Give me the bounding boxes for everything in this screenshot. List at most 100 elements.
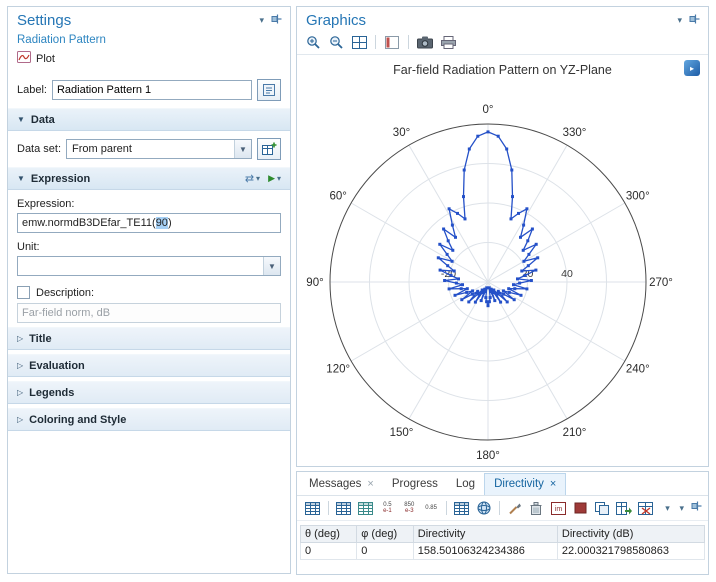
- image-table-icon[interactable]: im: [548, 499, 568, 517]
- svg-text:270°: 270°: [649, 277, 673, 289]
- full-precision-icon[interactable]: [334, 499, 354, 517]
- svg-text:300°: 300°: [626, 191, 650, 203]
- section-title: Legends: [29, 386, 75, 399]
- tab-progress[interactable]: Progress: [383, 473, 447, 495]
- zoom-extents-icon[interactable]: [349, 33, 369, 51]
- export-table-icon[interactable]: [614, 499, 634, 517]
- svg-text:im: im: [555, 506, 563, 513]
- section-title: Evaluation: [29, 359, 85, 372]
- sphere-plot-icon[interactable]: [474, 499, 494, 517]
- expression-input[interactable]: emw.normdB3DEfar_TE11(90): [17, 213, 281, 233]
- section-coloring-and-style[interactable]: ▷ Coloring and Style: [8, 408, 290, 431]
- pin-icon[interactable]: [689, 14, 700, 28]
- color-table-icon[interactable]: [570, 499, 590, 517]
- table-header[interactable]: Directivity: [412, 525, 558, 543]
- chevron-down-icon[interactable]: ▾: [259, 15, 264, 25]
- graphics-title: Graphics: [306, 12, 367, 29]
- unit-select[interactable]: ▼: [17, 256, 281, 276]
- section-evaluation[interactable]: ▷ Evaluation: [8, 354, 290, 377]
- node-type-row: Plot: [8, 49, 290, 72]
- description-row: Description:: [17, 286, 281, 299]
- section-data[interactable]: ▼ Data: [8, 108, 290, 131]
- svg-text:330°: 330°: [563, 127, 587, 139]
- table-settings-icon[interactable]: [303, 499, 323, 517]
- results-panel: Messages × Progress Log Directivity × 0.5 e-1 8…: [296, 471, 709, 575]
- graphics-panel: Graphics ▾ Far-field Radiation Pattern o…: [296, 6, 709, 467]
- print-icon[interactable]: [438, 33, 458, 51]
- table-header[interactable]: Directivity (dB): [556, 525, 706, 543]
- label-row: Label:: [17, 79, 281, 101]
- section-expression[interactable]: ▼ Expression ⇄ ▾ ▶ ▾: [8, 167, 290, 190]
- rename-button[interactable]: [257, 79, 281, 101]
- chevron-down-icon: ▼: [17, 174, 25, 183]
- delete-icon[interactable]: [527, 499, 547, 517]
- pin-icon[interactable]: [271, 14, 282, 28]
- svg-text:240°: 240°: [626, 364, 650, 376]
- image-snapshot-icon[interactable]: [415, 33, 435, 51]
- chevron-down-icon: ▼: [17, 115, 25, 124]
- section-title: Title: [29, 332, 52, 345]
- default-view-icon[interactable]: [382, 33, 402, 51]
- notation-850-e-3-icon[interactable]: 850 e-3: [404, 502, 415, 514]
- settings-header: Settings ▾: [8, 7, 290, 32]
- section-title: Data: [30, 113, 55, 126]
- notation-0-5-e-1-icon[interactable]: 0.5 e-1: [383, 502, 392, 514]
- add-dataset-button[interactable]: [257, 138, 281, 160]
- insert-expression-icon[interactable]: ▶ ▾: [268, 173, 281, 183]
- table-header[interactable]: φ (deg): [356, 525, 414, 543]
- chevron-right-icon: ▷: [17, 334, 24, 343]
- settings-panel: Settings ▾ Radiation Pattern Plot Label:…: [7, 6, 291, 574]
- table-icon[interactable]: [452, 499, 472, 517]
- toolbar-separator: [375, 35, 376, 49]
- expression-prefix: emw.normdB3DEfar_TE11(: [22, 217, 156, 229]
- notation-0-85-icon[interactable]: 0.85: [425, 505, 437, 511]
- tab-log[interactable]: Log: [447, 473, 484, 495]
- zoom-out-icon[interactable]: [326, 33, 346, 51]
- description-input: [17, 303, 281, 323]
- display-precision-icon[interactable]: [356, 499, 376, 517]
- tab-messages[interactable]: Messages ×: [300, 473, 383, 495]
- table-cell: 0: [299, 542, 358, 560]
- svg-text:60°: 60°: [330, 191, 347, 203]
- replace-expression-icon[interactable]: ⇄ ▾: [244, 173, 261, 185]
- close-icon[interactable]: ×: [549, 478, 557, 490]
- label-input[interactable]: [51, 80, 252, 100]
- expression-label: Expression:: [17, 198, 75, 210]
- copy-table-icon[interactable]: [592, 499, 612, 517]
- tab-label: Messages: [309, 477, 362, 490]
- tab-directivity[interactable]: Directivity ×: [484, 472, 567, 495]
- plot-group-badge-icon[interactable]: ▸: [684, 60, 700, 76]
- chevron-down-icon: ▼: [263, 257, 280, 275]
- description-checkbox[interactable]: [17, 286, 30, 299]
- menu-caret-icon[interactable]: ▾: [665, 502, 670, 513]
- plot-canvas[interactable]: Far-field Radiation Pattern on YZ-Plane …: [297, 55, 708, 464]
- directivity-table: θ (deg) φ (deg) Directivity Directivity (dB…: [299, 525, 706, 560]
- table-toolbar: 0.5 e-1 850 e-3 0.85 im ▾ ▾: [297, 496, 708, 521]
- table-header[interactable]: θ (deg): [299, 525, 358, 543]
- table-row[interactable]: 0 0 158.50106324234386 22.000321798580863: [299, 542, 706, 560]
- description-label: Description:: [36, 286, 95, 299]
- table-cell: 158.50106324234386: [412, 542, 558, 560]
- plot-type-icon: [17, 51, 31, 66]
- dataset-value: From parent: [72, 143, 132, 155]
- table-x-icon[interactable]: [636, 499, 656, 517]
- section-title[interactable]: ▷ Title: [8, 327, 290, 350]
- section-legends[interactable]: ▷ Legends: [8, 381, 290, 404]
- breadcrumb-radiation-pattern[interactable]: Radiation Pattern: [17, 34, 106, 46]
- settings-title: Settings: [17, 12, 72, 29]
- chevron-down-icon[interactable]: ▾: [679, 502, 684, 513]
- chevron-down-icon[interactable]: ▾: [677, 15, 682, 25]
- section-title: Coloring and Style: [29, 413, 127, 426]
- tab-label: Progress: [391, 477, 438, 490]
- pin-icon[interactable]: [691, 501, 702, 515]
- svg-text:180°: 180°: [476, 450, 500, 462]
- close-icon[interactable]: ×: [367, 477, 374, 490]
- plot-title: Far-field Radiation Pattern on YZ-Plane: [393, 63, 612, 77]
- chevron-right-icon: ▷: [17, 388, 24, 397]
- paintbrush-icon[interactable]: [505, 499, 525, 517]
- table-cell: 0: [356, 542, 414, 560]
- toolbar-separator: [498, 501, 500, 515]
- dataset-select[interactable]: From parent ▼: [66, 139, 252, 159]
- svg-text:0°: 0°: [483, 104, 494, 116]
- zoom-in-icon[interactable]: [303, 33, 323, 51]
